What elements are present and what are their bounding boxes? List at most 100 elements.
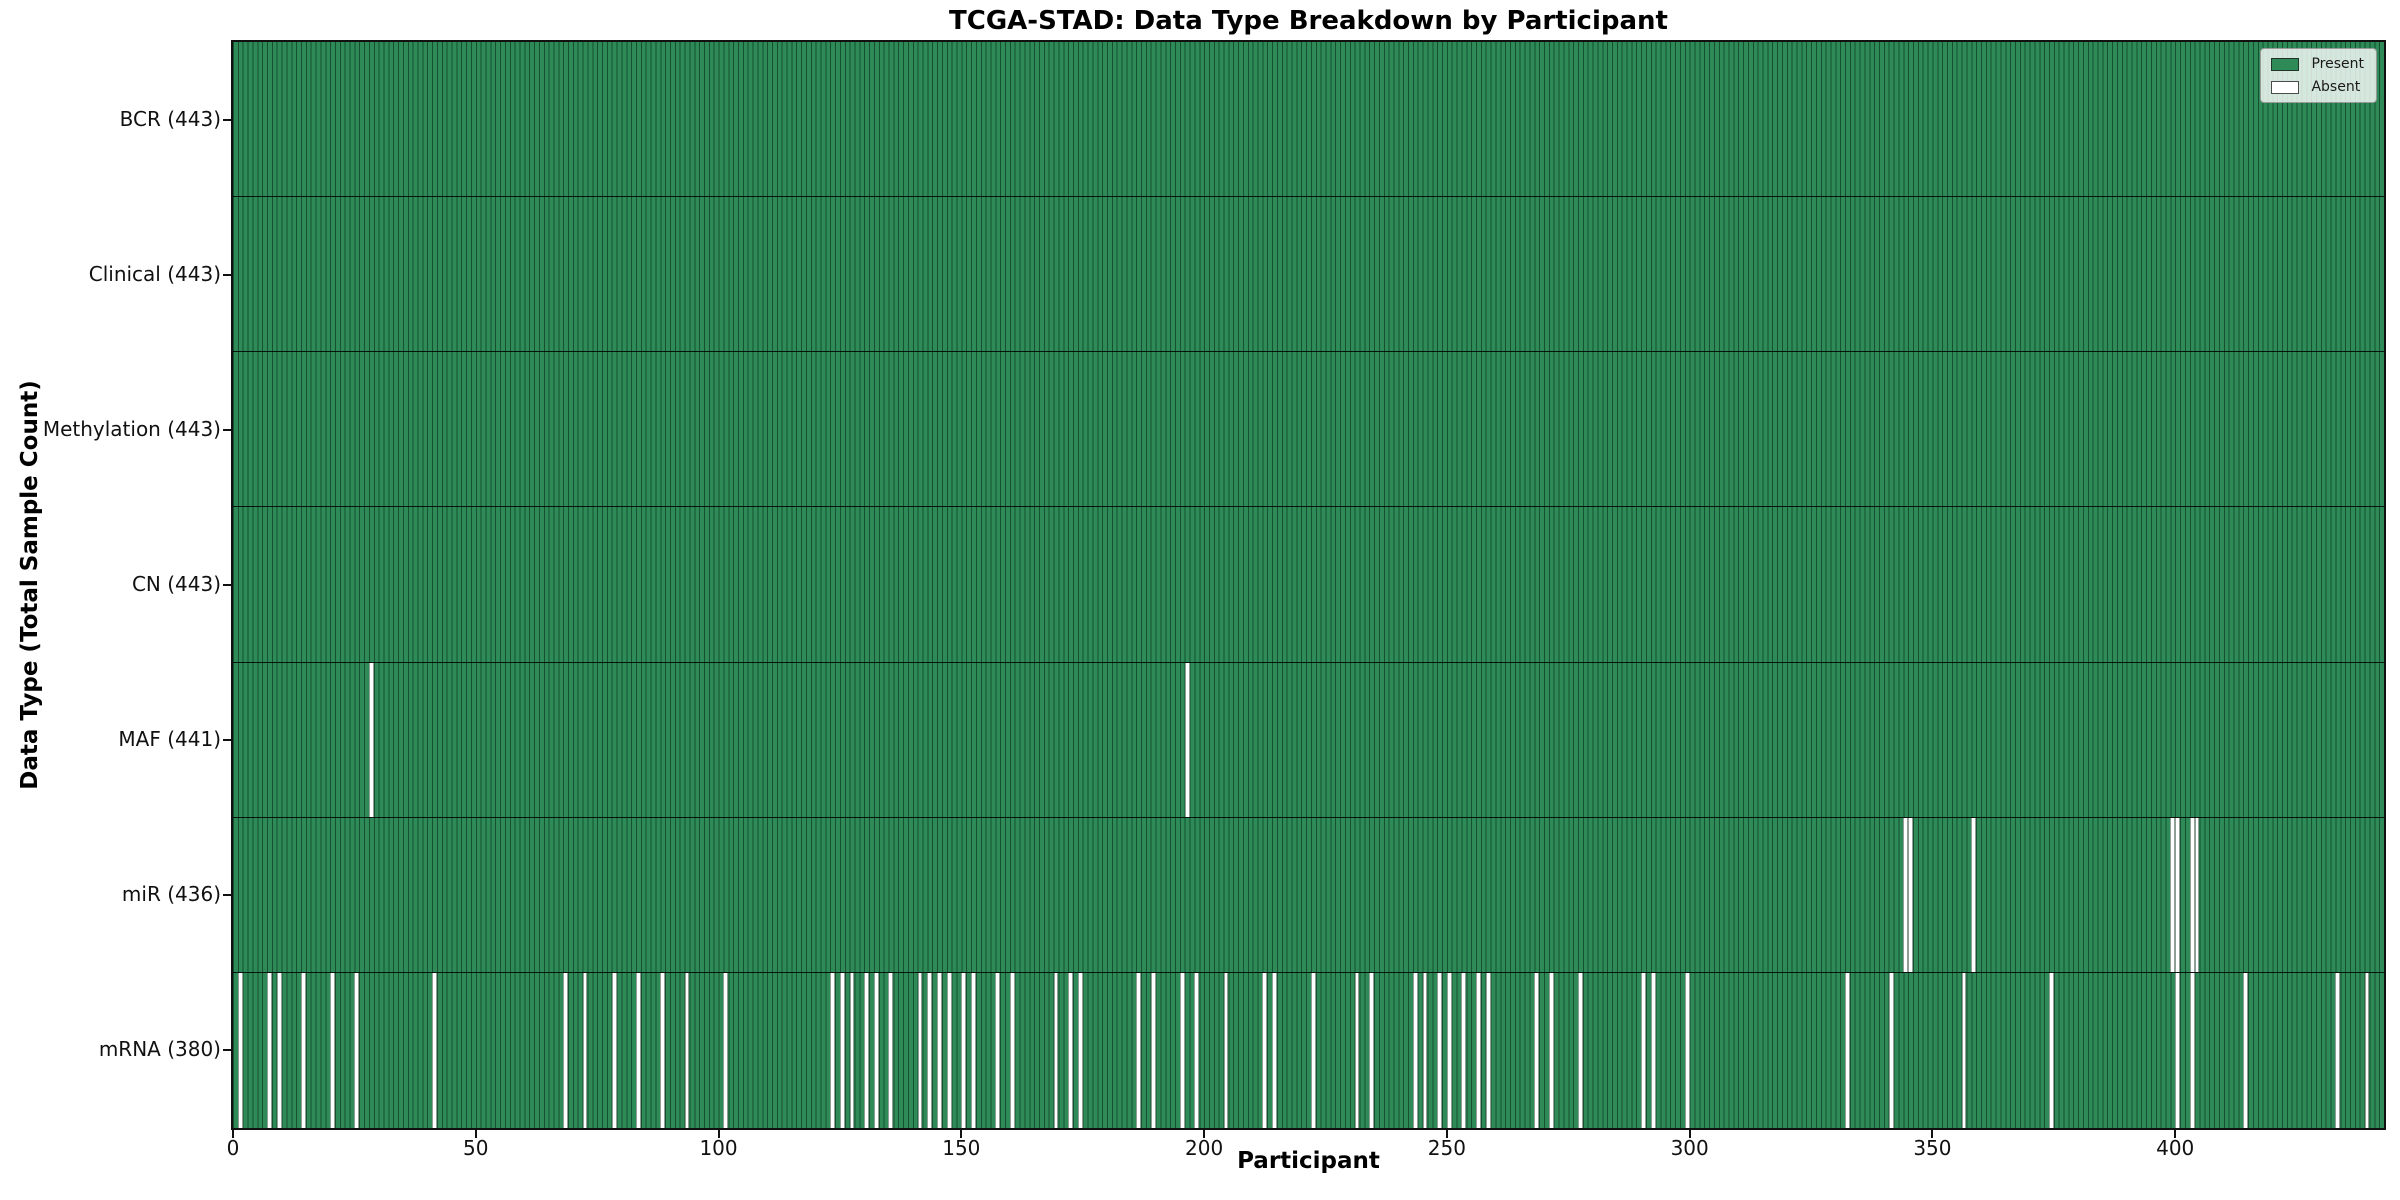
y-tick-mark [223, 118, 231, 121]
absent-bar [432, 972, 437, 1128]
legend-swatch-absent-icon [2271, 80, 2300, 94]
x-tick-label-350: 350 [1913, 1136, 1952, 1160]
absent-bar [946, 972, 952, 1128]
x-tick-label-150: 150 [942, 1136, 981, 1160]
absent-bar [266, 972, 272, 1128]
absent-bar [636, 972, 641, 1128]
absent-bar [2048, 972, 2054, 1128]
absent-bar [2194, 817, 2200, 972]
absent-bar [2175, 817, 2181, 972]
absent-bar [300, 972, 306, 1128]
y-tick-mark [223, 1049, 231, 1052]
x-tick-mark [474, 1130, 477, 1138]
y-tick-label-mRNA: mRNA (380) [98, 1037, 221, 1062]
x-tick-label-100: 100 [699, 1136, 738, 1160]
absent-bar [1412, 972, 1418, 1128]
absent-bar [1684, 972, 1690, 1128]
absent-bar [1446, 972, 1452, 1128]
absent-bar [2189, 972, 2195, 1128]
x-tick-mark [1931, 1130, 1934, 1138]
absent-bar [849, 972, 855, 1128]
absent-bar [1184, 662, 1190, 817]
absent-bar [1272, 972, 1277, 1128]
x-tick-mark [960, 1130, 963, 1138]
absent-bar [1194, 972, 1200, 1128]
absent-bar [995, 972, 1001, 1128]
absent-bar [1908, 817, 1913, 972]
absent-bar [1354, 972, 1360, 1128]
absent-bar [276, 972, 282, 1128]
absent-bar [839, 972, 845, 1128]
x-tick-mark [2174, 1130, 2177, 1138]
heatmap-row-MAF [233, 662, 2384, 818]
absent-bar [2175, 972, 2181, 1128]
absent-bar [1548, 972, 1554, 1128]
absent-bar [563, 972, 569, 1128]
absent-bar [582, 972, 588, 1128]
absent-bar [927, 972, 933, 1128]
x-axis-label: Participant [1237, 1148, 1380, 1174]
absent-bar [917, 972, 923, 1128]
x-tick-mark [717, 1130, 720, 1138]
absent-bar [1077, 972, 1083, 1128]
absent-bar [1961, 972, 1967, 1128]
legend-entry-absent: Absent [2271, 79, 2364, 95]
y-tick-mark [223, 739, 231, 742]
absent-bar [237, 972, 243, 1128]
legend-swatch-present-icon [2271, 57, 2300, 71]
absent-bar [1262, 972, 1268, 1128]
x-tick-mark [1688, 1130, 1691, 1138]
x-tick-label-300: 300 [1670, 1136, 1709, 1160]
y-tick-label-Clinical: Clinical (443) [88, 261, 221, 286]
absent-bar [971, 972, 976, 1128]
absent-bar [1053, 972, 1059, 1128]
absent-bar [1476, 972, 1481, 1128]
absent-bar [611, 972, 617, 1128]
absent-bar [2243, 972, 2249, 1128]
heatmap-row-mRNA [233, 972, 2384, 1128]
y-tick-label-MAF: MAF (441) [118, 727, 221, 752]
x-tick-label-0: 0 [226, 1136, 240, 1160]
absent-bar [873, 972, 879, 1128]
x-tick-mark [1203, 1130, 1206, 1138]
x-tick-label-200: 200 [1185, 1136, 1224, 1160]
absent-bar [1577, 972, 1583, 1128]
absent-bar [888, 972, 894, 1128]
legend-entry-present: Present [2271, 56, 2364, 72]
y-tick-mark [223, 584, 231, 586]
absent-bar [723, 972, 729, 1128]
y-tick-label-BCR: BCR (443) [119, 106, 221, 131]
absent-bar [2364, 972, 2370, 1128]
absent-bar [684, 972, 690, 1128]
plot-area: Present Absent [231, 40, 2386, 1130]
absent-bar [1223, 972, 1229, 1128]
y-tick-mark [223, 273, 231, 276]
heatmap-row-miR [233, 817, 2384, 973]
absent-bar [830, 972, 836, 1128]
x-tick-mark [232, 1130, 234, 1138]
x-tick-label-250: 250 [1427, 1136, 1466, 1160]
absent-bar [1641, 972, 1646, 1128]
y-tick-label-Methylation: Methylation (443) [42, 416, 221, 441]
absent-bar [1534, 972, 1540, 1128]
legend-label-absent: Absent [2311, 79, 2361, 95]
absent-bar [937, 972, 942, 1128]
absent-bar [1485, 972, 1491, 1128]
absent-bar [368, 662, 374, 817]
absent-bar [1179, 972, 1185, 1128]
y-tick-mark [223, 894, 231, 897]
y-tick-label-CN: CN (443) [131, 572, 221, 596]
x-tick-mark [1445, 1130, 1448, 1138]
absent-bar [2170, 817, 2176, 972]
x-tick-label-50: 50 [463, 1136, 489, 1160]
absent-bar [2189, 817, 2195, 972]
absent-bar [1369, 972, 1375, 1128]
x-tick-label-400: 400 [2156, 1136, 2195, 1160]
y-tick-mark [223, 428, 231, 431]
heatmap-row-Clinical [233, 197, 2384, 353]
absent-bar [1650, 972, 1656, 1128]
absent-bar [330, 972, 335, 1128]
absent-bar [1310, 972, 1316, 1128]
absent-bar [2335, 972, 2341, 1128]
